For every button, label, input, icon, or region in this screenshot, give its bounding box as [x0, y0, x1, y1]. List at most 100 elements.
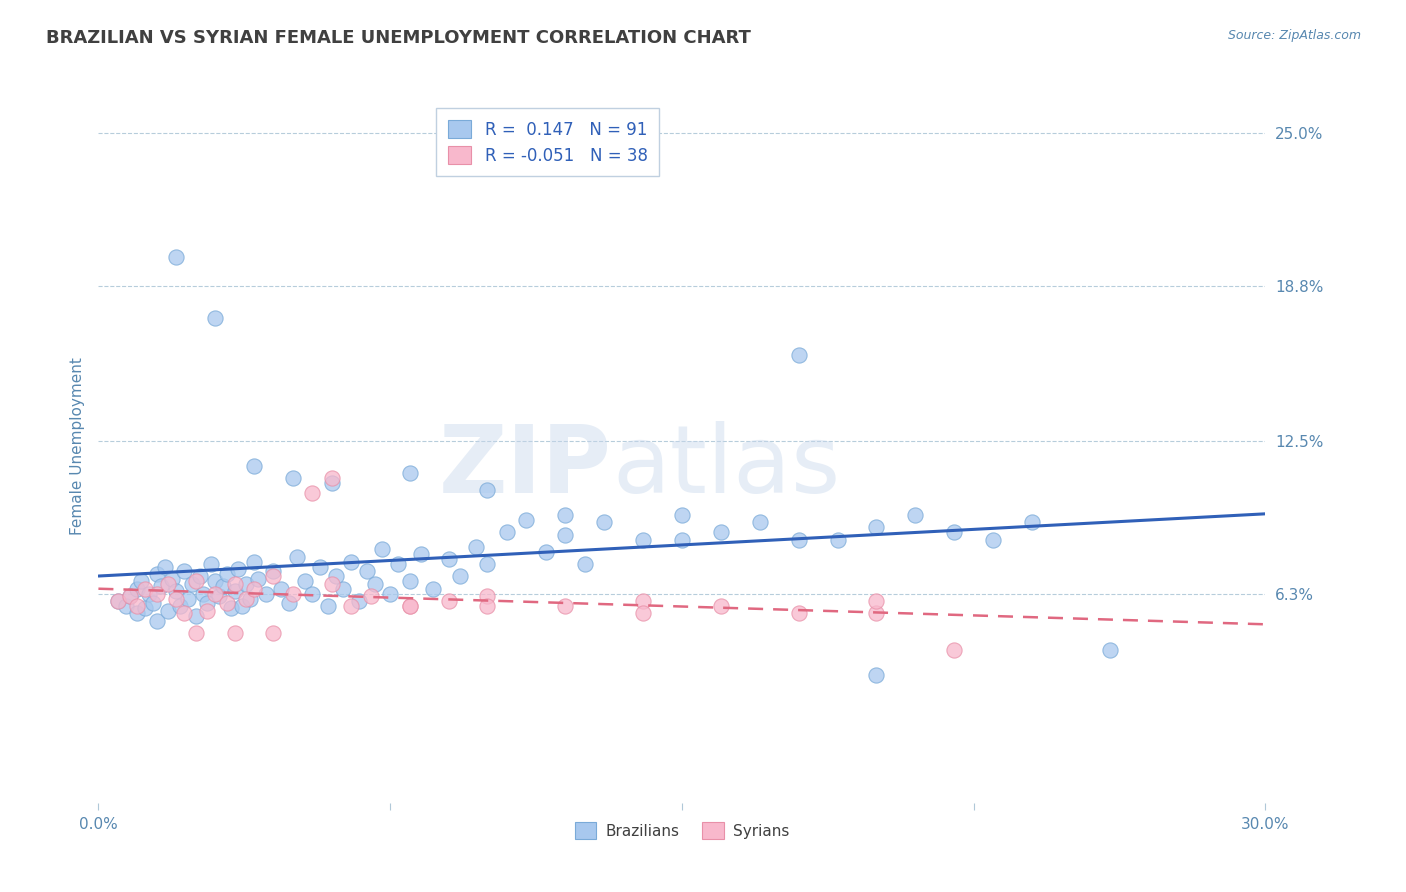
Point: [631, 594, 654, 608]
Point: [177, 591, 200, 606]
Point: [325, 569, 347, 583]
Y-axis label: Female Unemployment: Female Unemployment: [69, 357, 84, 535]
Point: [235, 576, 257, 591]
Point: [246, 572, 269, 586]
Point: [554, 508, 576, 522]
Point: [422, 582, 444, 596]
Point: [904, 508, 927, 522]
Point: [193, 587, 215, 601]
Legend: Brazilians, Syrians: Brazilians, Syrians: [568, 816, 796, 845]
Point: [477, 483, 499, 498]
Point: [477, 589, 499, 603]
Point: [285, 549, 308, 564]
Point: [127, 599, 149, 613]
Point: [188, 569, 211, 583]
Point: [301, 587, 323, 601]
Point: [449, 569, 471, 583]
Point: [827, 533, 849, 547]
Point: [262, 626, 284, 640]
Point: [224, 626, 246, 640]
Point: [262, 569, 284, 583]
Point: [865, 520, 887, 534]
Point: [127, 607, 149, 621]
Point: [943, 643, 966, 657]
Point: [411, 547, 433, 561]
Point: [477, 599, 499, 613]
Point: [153, 559, 176, 574]
Point: [398, 599, 420, 613]
Point: [169, 599, 191, 613]
Point: [981, 533, 1004, 547]
Point: [477, 557, 499, 571]
Point: [165, 250, 187, 264]
Point: [496, 525, 519, 540]
Point: [363, 576, 385, 591]
Point: [162, 572, 184, 586]
Point: [184, 626, 207, 640]
Point: [787, 607, 810, 621]
Point: [107, 594, 129, 608]
Point: [380, 587, 402, 601]
Point: [387, 557, 409, 571]
Point: [212, 579, 235, 593]
Point: [173, 565, 195, 579]
Point: [321, 475, 343, 490]
Point: [710, 525, 733, 540]
Point: [748, 516, 770, 530]
Point: [134, 582, 156, 596]
Point: [157, 576, 180, 591]
Point: [215, 566, 238, 581]
Point: [464, 540, 486, 554]
Point: [278, 597, 301, 611]
Point: [1098, 643, 1121, 657]
Point: [224, 576, 246, 591]
Point: [356, 565, 378, 579]
Point: [146, 566, 169, 581]
Point: [134, 601, 156, 615]
Point: [149, 579, 172, 593]
Point: [204, 311, 226, 326]
Point: [200, 557, 222, 571]
Point: [321, 576, 343, 591]
Point: [321, 471, 343, 485]
Point: [243, 458, 266, 473]
Point: [943, 525, 966, 540]
Point: [195, 597, 218, 611]
Point: [239, 591, 262, 606]
Point: [231, 599, 253, 613]
Point: [243, 582, 266, 596]
Point: [340, 555, 363, 569]
Point: [146, 614, 169, 628]
Point: [173, 607, 195, 621]
Point: [865, 594, 887, 608]
Point: [534, 545, 557, 559]
Point: [195, 604, 218, 618]
Point: [184, 608, 207, 623]
Point: [865, 668, 887, 682]
Point: [574, 557, 596, 571]
Point: [180, 576, 202, 591]
Point: [219, 601, 242, 615]
Point: [309, 559, 332, 574]
Point: [1021, 516, 1043, 530]
Point: [437, 594, 460, 608]
Point: [127, 582, 149, 596]
Point: [398, 599, 420, 613]
Point: [593, 516, 616, 530]
Point: [710, 599, 733, 613]
Point: [332, 582, 354, 596]
Point: [262, 565, 284, 579]
Point: [671, 508, 693, 522]
Point: [281, 587, 304, 601]
Point: [165, 591, 187, 606]
Point: [114, 599, 136, 613]
Point: [243, 555, 266, 569]
Point: [398, 574, 420, 589]
Point: [224, 584, 246, 599]
Point: [215, 597, 238, 611]
Point: [515, 513, 537, 527]
Point: [165, 584, 187, 599]
Point: [228, 562, 250, 576]
Point: [316, 599, 339, 613]
Point: [254, 587, 277, 601]
